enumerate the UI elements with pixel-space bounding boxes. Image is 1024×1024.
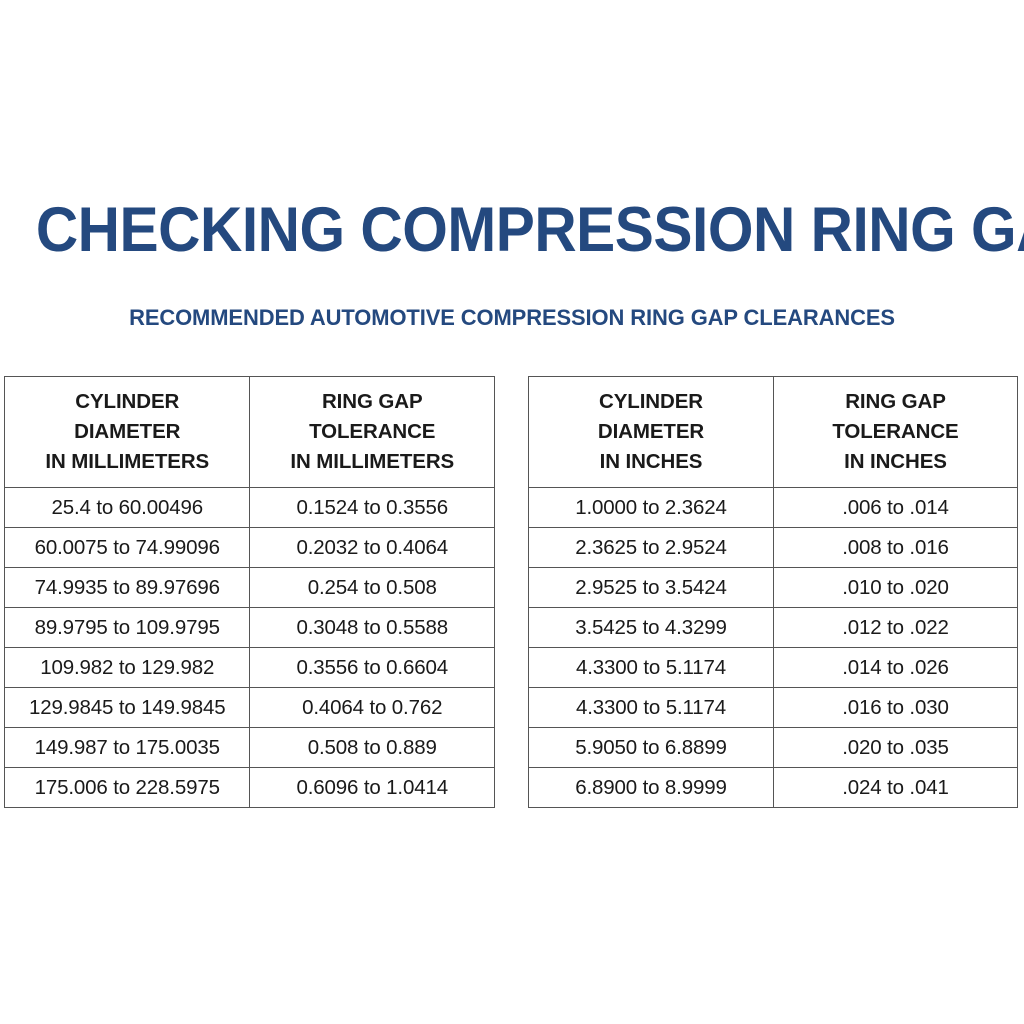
header-line: IN MILLIMETERS [45,450,210,473]
cell-cylinder-diameter: 74.9935 to 89.97696 [3,567,251,608]
cell-cylinder-diameter: 109.982 to 129.982 [3,647,251,688]
page-title: CHECKING COMPRESSION RING GAPS [35,195,1024,265]
table-row: 2.3625 to 2.9524 .008 to .016 [528,527,1019,568]
table-row: 175.006 to 228.5975 0.6096 to 1.0414 [3,767,495,808]
cell-ring-gap-tolerance: .024 to .041 [772,767,1019,808]
imperial-ring-gap-table: CYLINDER DIAMETER IN INCHES RING GAP TOL… [528,376,1019,808]
header-line: CYLINDER [599,390,703,413]
cell-ring-gap-tolerance: .008 to .016 [772,527,1019,568]
cell-cylinder-diameter: 89.9795 to 109.9795 [3,607,251,648]
header-line: CYLINDER [75,390,180,413]
table-row: 4.3300 to 5.1174 .014 to .026 [528,647,1019,688]
cell-ring-gap-tolerance: 0.6096 to 1.0414 [249,767,495,808]
table-header-row: CYLINDER DIAMETER IN MILLIMETERS RING GA… [3,376,495,488]
cell-ring-gap-tolerance: .016 to .030 [772,687,1019,728]
cell-cylinder-diameter: 175.006 to 228.5975 [3,767,251,808]
header-line: IN INCHES [599,450,703,473]
cell-cylinder-diameter: 3.5425 to 4.3299 [528,607,774,648]
cell-cylinder-diameter: 129.9845 to 149.9845 [3,687,251,728]
cell-ring-gap-tolerance: .006 to .014 [772,487,1019,528]
cell-cylinder-diameter: 60.0075 to 74.99096 [3,527,251,568]
table-row: 109.982 to 129.982 0.3556 to 0.6604 [3,647,495,688]
cell-cylinder-diameter: 2.9525 to 3.5424 [528,567,774,608]
column-header-ring-gap-tolerance-mm: RING GAP TOLERANCE IN MILLIMETERS [249,376,495,488]
cell-ring-gap-tolerance: .020 to .035 [772,727,1019,768]
cell-ring-gap-tolerance: 0.1524 to 0.3556 [249,487,495,528]
metric-ring-gap-table: CYLINDER DIAMETER IN MILLIMETERS RING GA… [3,376,495,808]
column-header-cylinder-diameter-in: CYLINDER DIAMETER IN INCHES [528,376,774,488]
table-row: 74.9935 to 89.97696 0.254 to 0.508 [3,567,495,608]
table-row: 149.987 to 175.0035 0.508 to 0.889 [3,727,495,768]
cell-cylinder-diameter: 25.4 to 60.00496 [3,487,251,528]
header-line: DIAMETER [597,420,705,443]
cell-ring-gap-tolerance: .010 to .020 [772,567,1019,608]
table-row: 4.3300 to 5.1174 .016 to .030 [528,687,1019,728]
header-line: DIAMETER [74,420,181,443]
page-subtitle: RECOMMENDED AUTOMOTIVE COMPRESSION RING … [129,305,895,330]
title-block: CHECKING COMPRESSION RING GAPS [0,196,1024,264]
cell-cylinder-diameter: 149.987 to 175.0035 [3,727,251,768]
cell-ring-gap-tolerance: 0.3048 to 0.5588 [249,607,495,648]
cell-ring-gap-tolerance: 0.3556 to 0.6604 [249,647,495,688]
cell-ring-gap-tolerance: .012 to .022 [772,607,1019,648]
header-line: RING GAP [845,390,946,413]
table-row: 3.5425 to 4.3299 .012 to .022 [528,607,1019,648]
table-row: 6.8900 to 8.9999 .024 to .041 [528,767,1019,808]
cell-ring-gap-tolerance: 0.2032 to 0.4064 [249,527,495,568]
column-header-ring-gap-tolerance-in: RING GAP TOLERANCE IN INCHES [772,376,1019,488]
table-row: 5.9050 to 6.8899 .020 to .035 [528,727,1019,768]
cell-ring-gap-tolerance: 0.508 to 0.889 [249,727,495,768]
cell-cylinder-diameter: 1.0000 to 2.3624 [528,487,774,528]
header-line: IN MILLIMETERS [290,450,455,473]
table-row: 1.0000 to 2.3624 .006 to .014 [528,487,1019,528]
cell-ring-gap-tolerance: .014 to .026 [772,647,1019,688]
header-line: IN INCHES [844,450,947,473]
cell-ring-gap-tolerance: 0.4064 to 0.762 [249,687,495,728]
table-row: 2.9525 to 3.5424 .010 to .020 [528,567,1019,608]
table-row: 89.9795 to 109.9795 0.3048 to 0.5588 [3,607,495,648]
cell-cylinder-diameter: 5.9050 to 6.8899 [528,727,774,768]
table-row: 25.4 to 60.00496 0.1524 to 0.3556 [3,487,495,528]
column-header-cylinder-diameter-mm: CYLINDER DIAMETER IN MILLIMETERS [3,376,251,488]
cell-cylinder-diameter: 4.3300 to 5.1174 [528,687,774,728]
header-line: TOLERANCE [832,420,959,443]
table-row: 60.0075 to 74.99096 0.2032 to 0.4064 [3,527,495,568]
table-header-row: CYLINDER DIAMETER IN INCHES RING GAP TOL… [528,376,1019,488]
header-line: TOLERANCE [309,420,436,443]
header-line: RING GAP [321,390,423,413]
cell-cylinder-diameter: 4.3300 to 5.1174 [528,647,774,688]
cell-cylinder-diameter: 2.3625 to 2.9524 [528,527,774,568]
table-row: 129.9845 to 149.9845 0.4064 to 0.762 [3,687,495,728]
cell-ring-gap-tolerance: 0.254 to 0.508 [249,567,495,608]
cell-cylinder-diameter: 6.8900 to 8.9999 [528,767,774,808]
tables-area: CYLINDER DIAMETER IN MILLIMETERS RING GA… [0,376,1024,808]
